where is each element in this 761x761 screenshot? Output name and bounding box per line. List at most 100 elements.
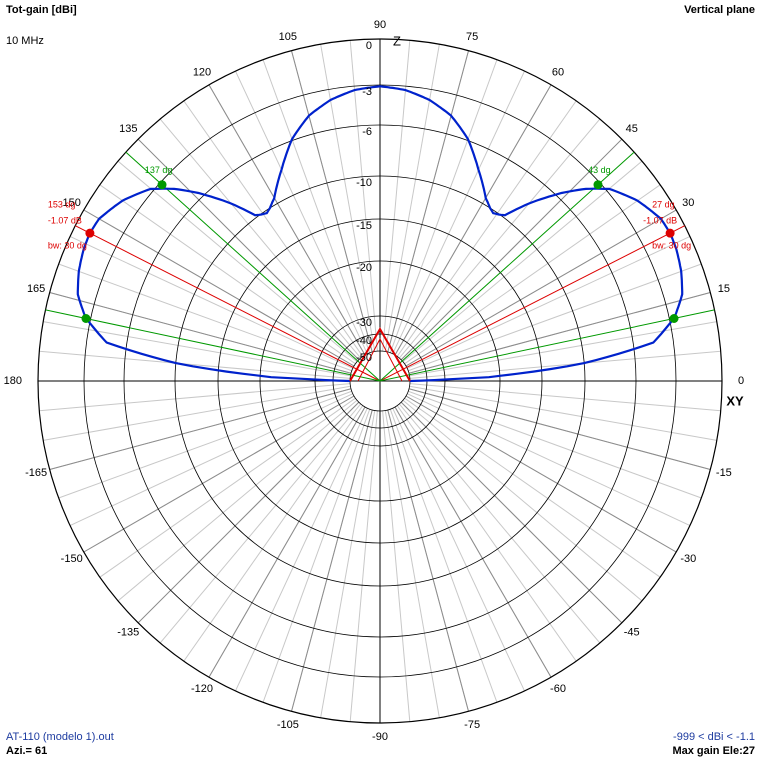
grid-spoke <box>39 350 351 379</box>
grid-spoke <box>409 350 721 379</box>
minus3db-line <box>125 151 381 382</box>
grid-spoke <box>408 263 702 372</box>
grid-spoke-major <box>291 409 373 712</box>
grid-spoke <box>408 390 702 499</box>
angle-label: 180 <box>4 375 22 387</box>
grid-spoke-major <box>408 388 711 470</box>
angle-label: 75 <box>466 31 478 43</box>
grid-spoke-major <box>405 209 677 367</box>
grid-spoke-major <box>387 409 469 712</box>
grid-spoke-major <box>291 50 373 353</box>
beamwidth-label: bw: 30 dg <box>652 241 691 251</box>
angle-label: -15 <box>716 467 732 479</box>
angle-label: 45 <box>626 123 638 135</box>
radiation-pattern <box>76 85 684 383</box>
grid-spoke-major <box>405 395 677 553</box>
grid-spoke-major <box>387 50 469 353</box>
minus3db-marker <box>593 180 603 190</box>
grid-spoke <box>384 44 440 352</box>
grid-spoke <box>320 410 376 718</box>
grid-spoke <box>320 44 376 352</box>
minus3db-marker <box>669 314 679 324</box>
grid-spoke <box>382 40 411 352</box>
beam-markers <box>81 180 679 324</box>
grid-spoke <box>159 118 362 359</box>
grid-spoke <box>382 410 411 722</box>
grid-spoke <box>159 403 362 644</box>
max-angle-label: 27 dg <box>652 200 675 210</box>
frequency-label: 10 MHz <box>6 35 44 47</box>
grid-spoke <box>396 405 577 662</box>
azimuth-label: Azi.= 61 <box>6 745 48 757</box>
chart-labels: 0153045607590105120135150165180-165-150-… <box>4 19 744 743</box>
grid-spoke <box>392 70 525 355</box>
grid-spoke <box>43 321 351 377</box>
max-gain-value-label: -1.07 dB <box>643 216 677 226</box>
max-gain-value-label: -1.07 dB <box>48 216 82 226</box>
z-axis-label: Z <box>393 33 401 48</box>
grid-spoke <box>409 321 717 377</box>
grid-spoke <box>389 409 498 703</box>
grid-spoke-major <box>83 209 355 367</box>
grid-spoke <box>404 397 661 578</box>
minus3db-marker <box>157 180 167 190</box>
grid-spoke <box>183 405 364 662</box>
angle-label: 0 <box>738 375 744 387</box>
max-gain-marker <box>85 228 95 238</box>
angle-label: 120 <box>193 67 211 79</box>
grid-spoke <box>404 184 661 365</box>
grid-spoke <box>235 70 368 355</box>
plane-label: Vertical plane <box>684 4 755 16</box>
grid-spoke <box>406 393 691 526</box>
grid-spoke <box>43 385 351 441</box>
grid-spoke <box>409 383 721 412</box>
xy-axis-label: XY <box>726 393 744 408</box>
chart-title: Tot-gain [dBi] <box>6 4 77 16</box>
angle-label: -150 <box>61 553 83 565</box>
grid-spoke-major <box>49 388 352 470</box>
grid-spoke-major <box>137 401 360 624</box>
grid-spoke-major <box>208 406 366 678</box>
grid-spoke <box>402 160 643 363</box>
grid-spoke-major <box>83 395 355 553</box>
antenna-triangle <box>349 326 411 382</box>
angle-label: 135 <box>119 123 137 135</box>
grid-spoke <box>99 184 356 365</box>
grid-spoke <box>398 403 601 644</box>
max-angle-label: 153 dg <box>48 200 76 210</box>
polar-grid <box>39 40 721 722</box>
ring-label: -15 <box>356 220 372 232</box>
max-gain-marker <box>665 228 675 238</box>
angle-label: -120 <box>191 683 213 695</box>
grid-spoke <box>262 59 371 353</box>
minus3db-marker <box>81 314 91 324</box>
grid-spoke-major <box>137 138 360 361</box>
angle-label: 60 <box>552 67 564 79</box>
minus3db-angle-label: 137 dg <box>145 165 173 175</box>
grid-spoke <box>39 383 351 412</box>
ring-label: -50 <box>356 352 372 364</box>
angle-label: 30 <box>682 197 694 209</box>
ring-label: 0 <box>366 40 372 52</box>
max-gain-line <box>379 225 685 382</box>
grid-spoke <box>183 100 364 357</box>
grid-spoke <box>396 100 577 357</box>
angle-label: -75 <box>464 719 480 731</box>
antenna-triangle-inner <box>357 337 403 382</box>
angle-label: -165 <box>25 467 47 479</box>
ring-label: -30 <box>356 317 372 329</box>
filename-label: AT-110 (modelo 1).out <box>6 731 114 743</box>
beam-lines <box>45 151 715 382</box>
angle-label: 105 <box>279 31 297 43</box>
gain-range-label: -999 < dBi < -1.1 <box>673 731 755 743</box>
grid-spoke <box>389 59 498 353</box>
angle-label: 165 <box>27 283 45 295</box>
grid-spoke-major <box>394 84 552 356</box>
grid-spoke-major <box>400 138 623 361</box>
grid-spoke <box>349 40 378 352</box>
minus3db-line <box>379 309 715 382</box>
grid-spoke-major <box>400 401 623 624</box>
max-gain-line <box>75 225 381 382</box>
grid-spoke <box>117 399 358 602</box>
